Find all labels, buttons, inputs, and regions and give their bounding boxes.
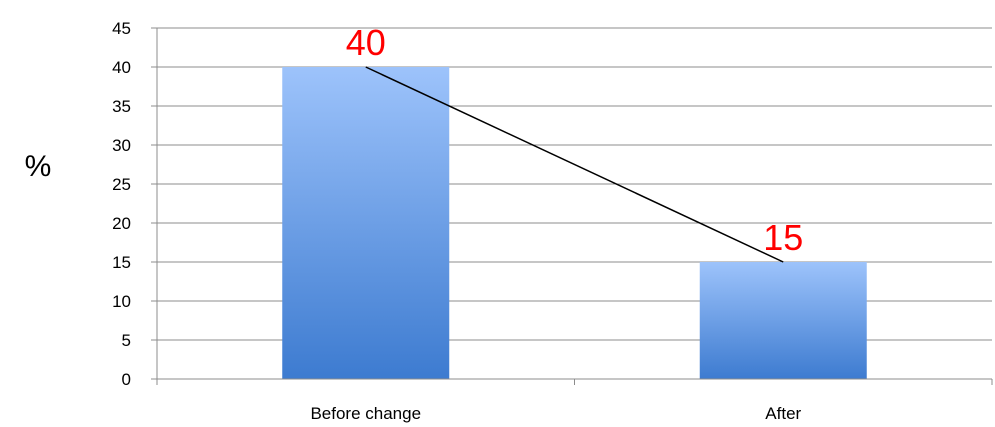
y-tick-label: 10 xyxy=(112,292,131,311)
labels: 0 5 10 15 20 25 30 35 40 45 Before change 40 After 15 xyxy=(112,19,803,423)
y-tick-label: 25 xyxy=(112,175,131,194)
y-tick-label: 15 xyxy=(112,253,131,272)
data-label: 40 xyxy=(346,22,386,63)
bars xyxy=(282,67,867,379)
trend-connector-line xyxy=(365,66,784,263)
bar-before-change xyxy=(282,67,450,379)
data-label: 15 xyxy=(763,217,803,258)
bar-after xyxy=(699,262,867,379)
x-category-label: After xyxy=(765,404,801,423)
connector xyxy=(365,66,784,263)
y-tick-label: 40 xyxy=(112,58,131,77)
y-tick-label: 30 xyxy=(112,136,131,155)
y-tick-label: 45 xyxy=(112,19,131,38)
y-axis-label: % xyxy=(25,150,52,183)
y-tick-label: 0 xyxy=(122,370,131,389)
axes xyxy=(151,27,993,385)
y-tick-label: 20 xyxy=(112,214,131,233)
x-category-label: Before change xyxy=(310,404,421,423)
y-tick-label: 5 xyxy=(122,331,131,350)
y-tick-label: 35 xyxy=(112,97,131,116)
